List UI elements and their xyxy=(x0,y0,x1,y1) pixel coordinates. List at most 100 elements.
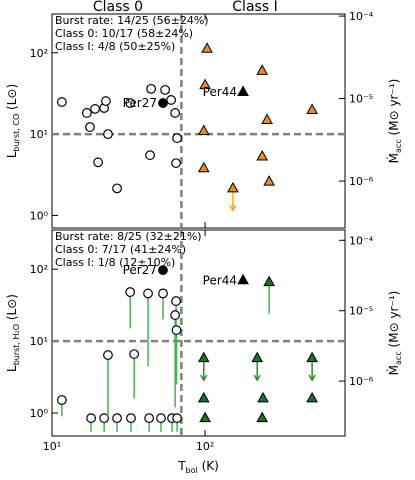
x-tick-label: 10¹ xyxy=(43,440,61,453)
point xyxy=(197,161,210,173)
x-axis-label-main: T xyxy=(177,459,186,473)
point xyxy=(263,175,275,186)
point xyxy=(257,391,269,403)
point-label: Per27 xyxy=(123,263,157,277)
point xyxy=(256,64,269,75)
point xyxy=(227,181,239,193)
stats-text: Class I: 1/8 (12±10%) xyxy=(55,256,175,269)
stats-text: Class I: 4/8 (50±25%) xyxy=(55,40,175,53)
y2-tick-label: 10⁻⁴ xyxy=(349,234,374,247)
y2-axis-label: Ṁacc (M⊙ yr⁻¹) xyxy=(386,291,403,376)
stats-text: Class 0: 10/17 (58±24%) xyxy=(55,27,193,40)
point xyxy=(197,124,210,136)
y2-axis-label-main: Ṁ xyxy=(386,153,401,163)
y2-tick-label: 10⁻⁵ xyxy=(349,93,373,106)
y2-axis-label-unit: (M⊙ yr⁻¹) xyxy=(387,79,401,140)
y2-tick-label: 10⁻⁵ xyxy=(349,305,373,318)
point xyxy=(158,288,168,299)
point-label: Per44 xyxy=(203,273,237,287)
stats-text: Burst rate: 14/25 (56±24%) xyxy=(55,14,209,27)
plot-frame xyxy=(51,13,346,229)
point xyxy=(251,351,264,363)
point xyxy=(171,296,181,306)
point xyxy=(172,133,182,144)
point xyxy=(171,158,181,168)
point xyxy=(85,122,95,132)
y2-tick-label: 10⁻⁶ xyxy=(349,375,374,388)
plot-frame xyxy=(51,229,346,437)
point xyxy=(263,275,275,287)
y-tick-label: 10² xyxy=(30,47,48,60)
y2-axis-label-unit: (M⊙ yr⁻¹) xyxy=(387,291,401,352)
y-axis-label-sub: burst, H₂O xyxy=(12,324,21,365)
point-label: Per44 xyxy=(203,85,237,99)
y2-axis-label-sub: acc xyxy=(394,351,403,365)
point xyxy=(125,98,136,108)
y2-axis-label: Ṁacc (M⊙ yr⁻¹) xyxy=(386,79,403,164)
point xyxy=(129,349,140,359)
y-axis-label: Lburst, H₂O (L⊙) xyxy=(5,294,21,372)
point xyxy=(199,411,211,423)
point xyxy=(103,129,113,139)
y2-axis-label-sub: acc xyxy=(394,139,403,153)
point xyxy=(172,413,182,424)
x-axis-label: Tbol (K) xyxy=(177,459,219,475)
point xyxy=(143,288,153,299)
point xyxy=(306,351,318,363)
point xyxy=(170,310,181,320)
y-tick-label: 10⁰ xyxy=(30,209,49,222)
class-label: Class I xyxy=(232,0,277,15)
stats-text: Class 0: 7/17 (41±24%) xyxy=(55,243,186,256)
x-axis-label-unit: (K) xyxy=(198,459,219,473)
y-axis-label-main: L xyxy=(5,365,19,372)
point xyxy=(237,273,249,285)
point xyxy=(171,325,182,336)
point xyxy=(156,413,166,424)
point xyxy=(99,413,110,424)
x-tick-label: 10² xyxy=(196,440,214,453)
point xyxy=(306,391,318,403)
y-axis-label-unit: (L⊙) xyxy=(5,84,19,114)
point xyxy=(237,85,249,96)
point xyxy=(197,391,210,403)
y-axis-label-sub: burst, CO xyxy=(12,114,21,152)
point xyxy=(201,42,213,53)
point xyxy=(112,413,122,424)
y-tick-label: 10² xyxy=(30,263,48,276)
point xyxy=(81,108,92,118)
point xyxy=(158,265,168,276)
y2-tick-label: 10⁻⁴ xyxy=(349,10,374,23)
point xyxy=(306,103,318,114)
point xyxy=(112,183,122,194)
point xyxy=(103,350,113,360)
point xyxy=(144,413,155,424)
y2-tick-label: 10⁻⁶ xyxy=(349,175,374,188)
point xyxy=(158,98,168,108)
y-tick-label: 10¹ xyxy=(30,128,48,141)
point xyxy=(160,84,171,95)
stats-text: Burst rate: 8/25 (32±21%) xyxy=(55,230,202,243)
point xyxy=(166,95,177,105)
point xyxy=(56,395,67,405)
y-axis-label-main: L xyxy=(5,151,19,158)
y-axis-label: Lburst, CO (L⊙) xyxy=(5,84,21,158)
point xyxy=(197,351,210,363)
point xyxy=(101,96,111,106)
point xyxy=(256,149,269,161)
point xyxy=(93,157,103,168)
point xyxy=(86,413,96,424)
point xyxy=(199,78,211,90)
class-label: Class 0 xyxy=(93,0,143,15)
point xyxy=(261,113,273,125)
point-label: Per27 xyxy=(123,96,157,110)
x-axis-label-sub: bol xyxy=(186,466,198,475)
point xyxy=(56,97,67,107)
y2-axis-label-main: Ṁ xyxy=(386,365,401,375)
point xyxy=(145,150,155,161)
point xyxy=(256,411,269,423)
y-tick-label: 10¹ xyxy=(30,335,48,348)
point xyxy=(126,413,136,424)
point xyxy=(90,104,100,114)
point xyxy=(125,287,136,297)
